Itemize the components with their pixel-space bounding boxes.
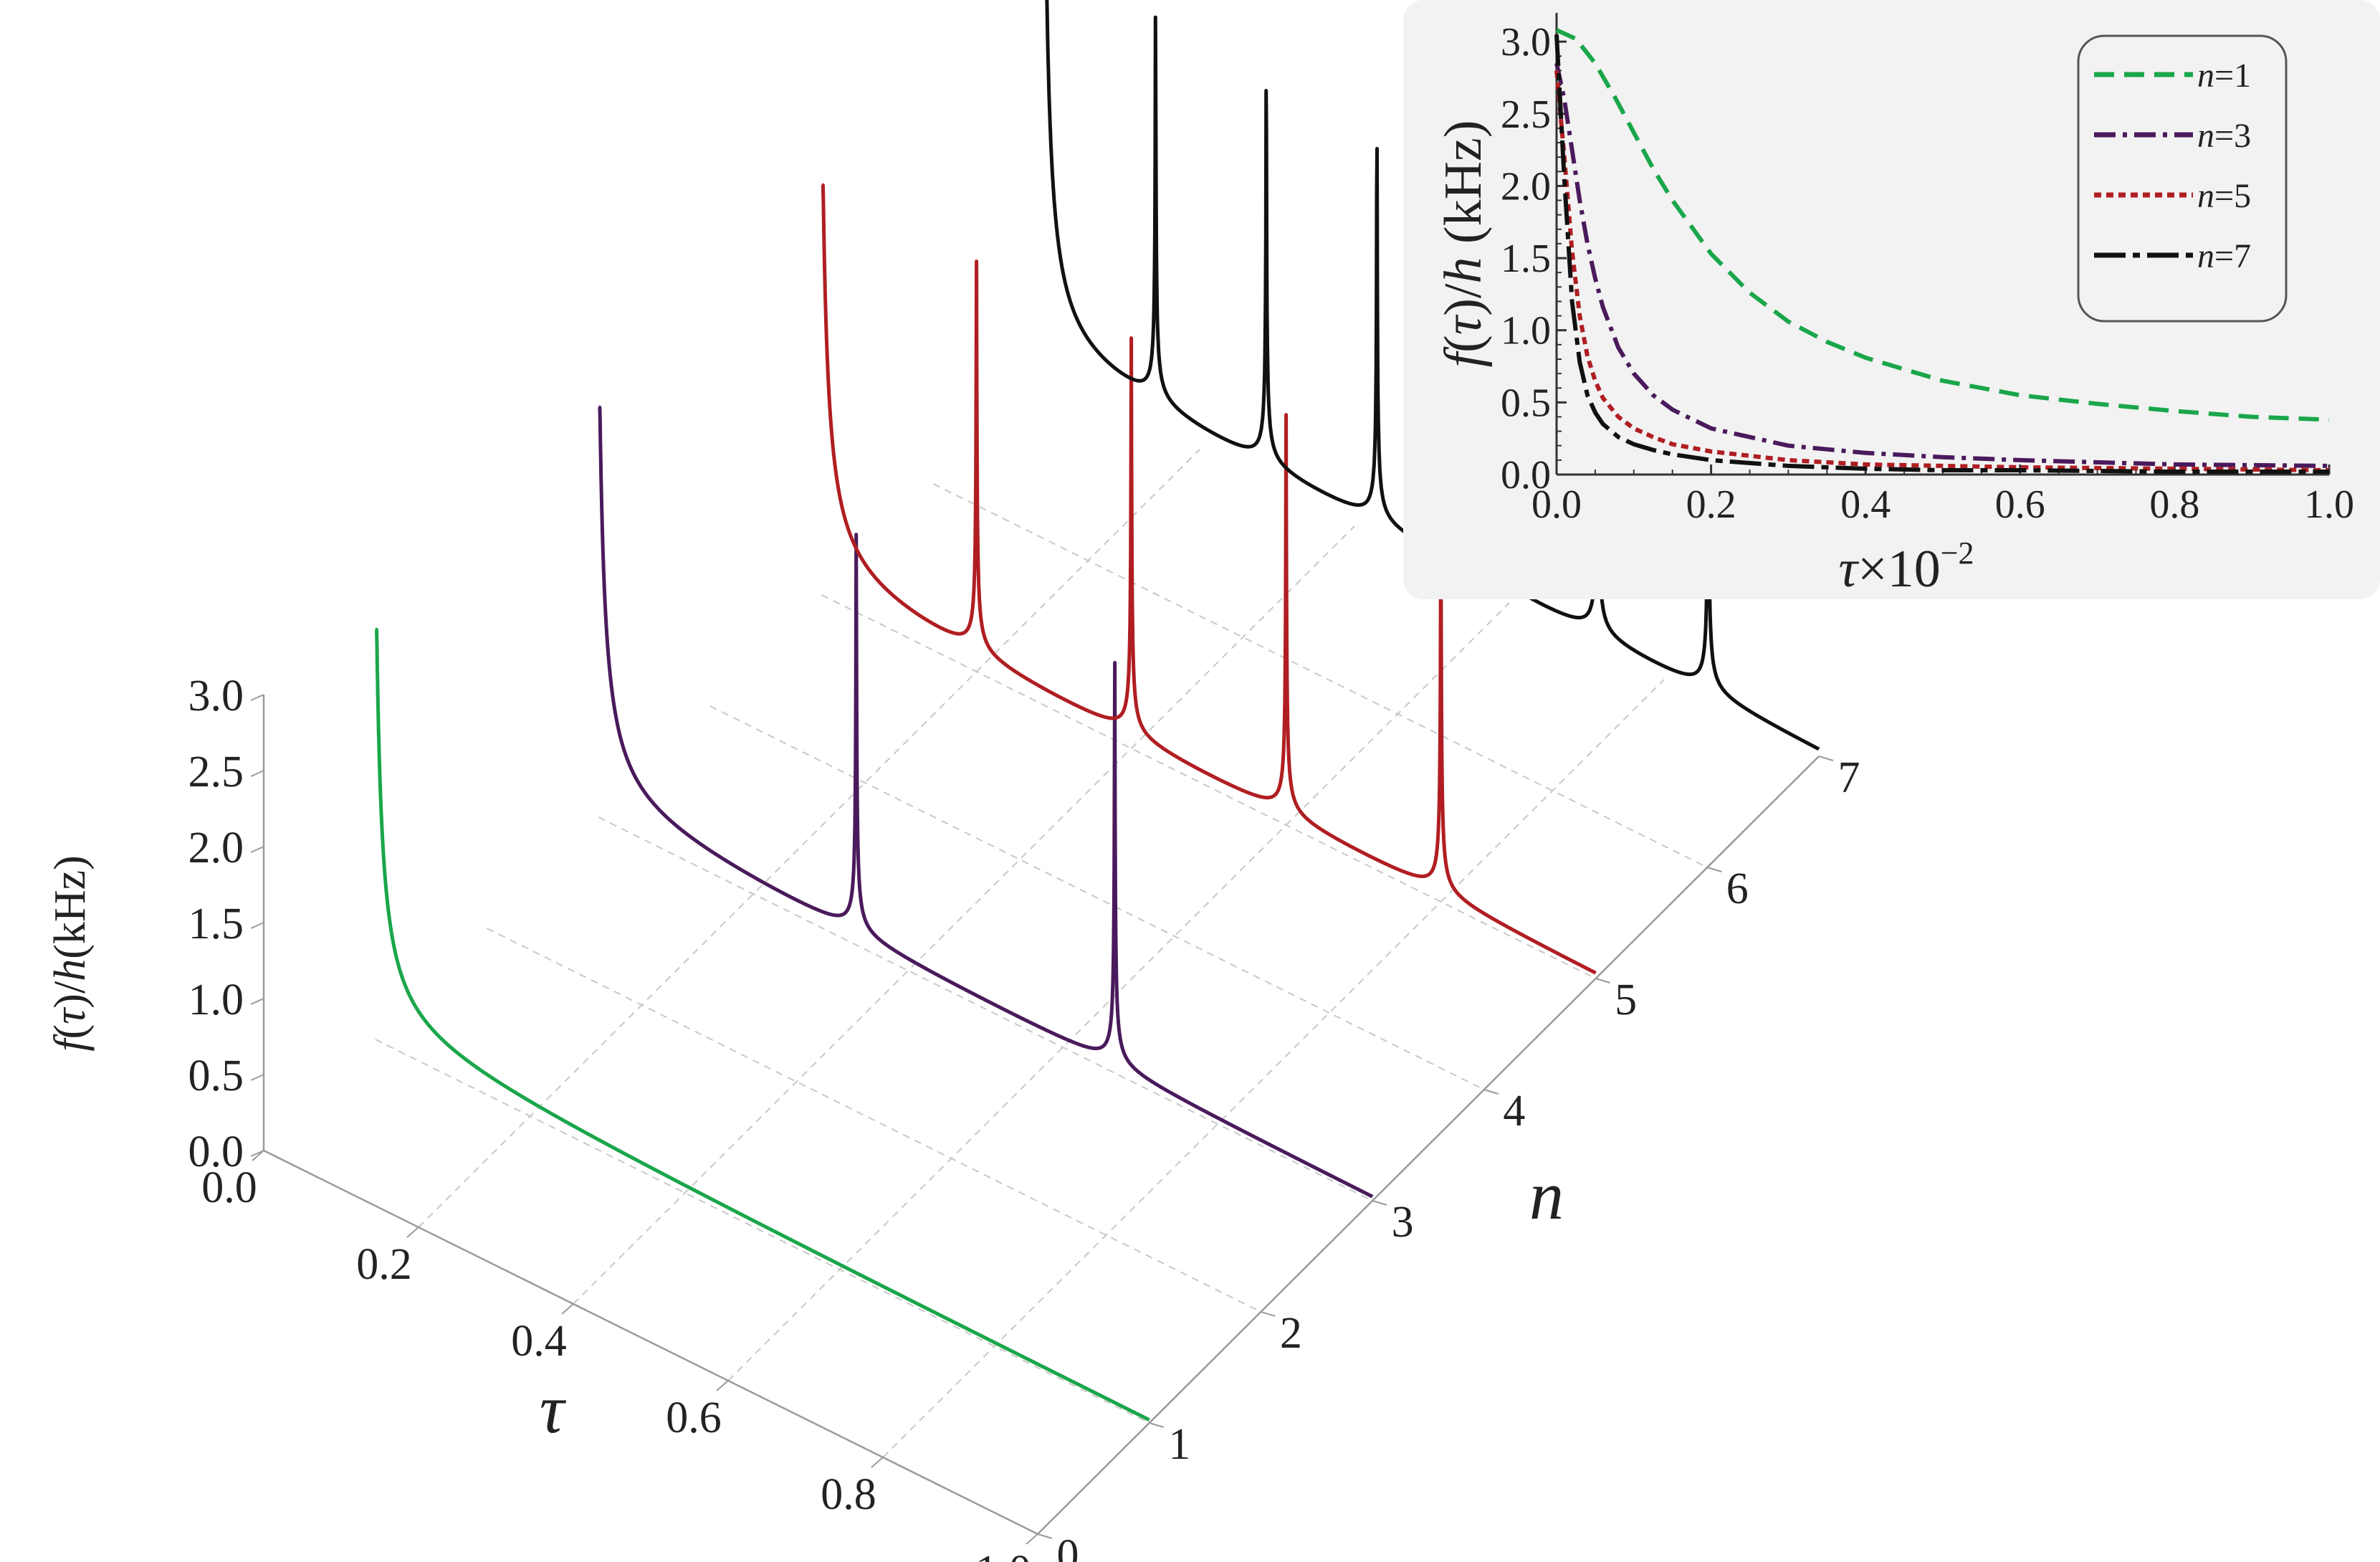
tau-tick-mark xyxy=(561,1303,574,1315)
z-tick-label: 2.5 xyxy=(188,748,244,796)
z-tick-mark xyxy=(250,998,264,1005)
axes-3d: 0.0 0.5 1.0 1.5 2.0 2.5 3.0 0.0 0.2 0.4 0.6 0.8 1.0 0… xyxy=(188,672,1860,1562)
n-tick-label: 5 xyxy=(1615,976,1637,1024)
tau-tick-mark xyxy=(1026,1533,1038,1545)
waterfall-plot: 0.0 0.5 1.0 1.5 2.0 2.5 3.0 0.0 0.2 0.4 0.6 0.8 1.0 0… xyxy=(46,0,1860,1562)
n-tick-label: 4 xyxy=(1503,1087,1525,1135)
grid-line-n xyxy=(932,483,1708,868)
inset-x-tick-label: 0.2 xyxy=(1686,482,1736,527)
inset-x-axis-title: τ×10−2 xyxy=(1838,535,1974,599)
legend-label-3: n=5 xyxy=(2197,177,2251,215)
n-tick-mark xyxy=(1261,1311,1276,1317)
inset-x-tick-label: 0.6 xyxy=(1995,482,2045,527)
n-tick-label: 1 xyxy=(1168,1420,1190,1469)
legend-label-1: n=1 xyxy=(2197,57,2251,95)
legend-label-2: n=3 xyxy=(2197,117,2251,155)
inset-y-tick-label: 3.0 xyxy=(1501,20,1551,65)
inset-series-line-3 xyxy=(1554,70,2330,472)
series-curve-n5 xyxy=(820,183,1597,975)
tau-tick-mark xyxy=(871,1457,884,1468)
inset-y-tick-label: 2.5 xyxy=(1501,92,1551,137)
n-tick-mark xyxy=(1149,1422,1164,1428)
grid-line-tau xyxy=(882,679,1665,1458)
n-tick-label: 6 xyxy=(1726,865,1749,913)
z-tick-label: 3.0 xyxy=(188,672,244,720)
z-tick-mark xyxy=(250,694,264,701)
z-tick-label: 0.5 xyxy=(188,1052,244,1100)
inset-plot: 0.00.51.01.52.02.53.00.0 0.2 0.4 0.6 0.8 1.0f… xyxy=(1403,0,2380,599)
grid-line-n xyxy=(375,1039,1150,1424)
inset-series-line-2 xyxy=(1554,62,2330,468)
z-tick-mark xyxy=(250,770,264,777)
n-axis-title: n xyxy=(1529,1157,1564,1234)
legend-box xyxy=(2077,34,2288,323)
n-tick-label: 2 xyxy=(1280,1309,1302,1358)
tau-tick-mark xyxy=(252,1150,264,1161)
tau-axis-title: τ xyxy=(540,1371,567,1447)
z-tick-mark xyxy=(250,846,264,853)
inset-series xyxy=(1554,28,2330,474)
tau-tick-mark xyxy=(716,1380,729,1391)
n-axis-line xyxy=(1037,756,1820,1535)
n-tick-mark xyxy=(1372,1200,1387,1206)
grid-line-n xyxy=(598,816,1373,1201)
grid-line-tau xyxy=(418,449,1200,1228)
grid-line-tau xyxy=(727,602,1510,1381)
legend-label-4: n=7 xyxy=(2197,237,2251,275)
n-tick-label: 7 xyxy=(1838,753,1860,802)
inset-y-tick-label: 2.0 xyxy=(1501,164,1551,209)
inset-y-tick-label: 1.0 xyxy=(1501,309,1551,353)
n-tick-label: 3 xyxy=(1392,1198,1414,1247)
n-tick-mark xyxy=(1483,1089,1499,1095)
n-tick-mark xyxy=(1037,1533,1053,1539)
n-tick-mark xyxy=(1707,867,1722,872)
inset-y-tick-label: 0.0 xyxy=(1501,453,1551,497)
tau-tick-label: 0.2 xyxy=(356,1240,412,1289)
z-axis-title: f(τ)/h(kHz) xyxy=(46,855,95,1052)
series-curve-n1 xyxy=(373,627,1151,1422)
tau-tick-label: 0.0 xyxy=(201,1163,257,1212)
z-tick-mark xyxy=(250,922,264,929)
inset-x-tick-label: 1.0 xyxy=(2304,482,2354,527)
grid-line-n xyxy=(709,705,1485,1090)
grid-line-n xyxy=(821,594,1597,979)
inset-y-tick-label: 1.5 xyxy=(1501,237,1551,281)
z-tick-label: 1.0 xyxy=(188,976,244,1024)
grid-line-n xyxy=(486,928,1261,1313)
tau-axis-line xyxy=(263,1149,1038,1535)
series-curve-n3 xyxy=(597,405,1375,1199)
inset-series-line-4 xyxy=(1554,34,2329,474)
tau-tick-label: 0.4 xyxy=(511,1317,567,1366)
z-tick-mark xyxy=(250,1074,264,1081)
inset-x-tick-label: 0.0 xyxy=(1531,482,1582,527)
n-tick-mark xyxy=(1595,978,1610,984)
z-tick-label: 1.5 xyxy=(188,900,244,948)
grid-line-tau xyxy=(573,525,1355,1305)
tau-tick-label: 0.6 xyxy=(666,1394,722,1442)
tau-tick-label: 1.0 xyxy=(975,1547,1031,1562)
n-tick-mark xyxy=(1818,756,1834,761)
inset-y-tick-label: 0.5 xyxy=(1501,381,1551,425)
tau-tick-label: 0.8 xyxy=(821,1470,876,1519)
inset-x-tick-label: 0.4 xyxy=(1840,482,1891,527)
inset-x-tick-label: 0.8 xyxy=(2149,482,2199,527)
z-tick-label: 0.0 xyxy=(188,1128,244,1176)
tau-tick-mark xyxy=(406,1227,419,1238)
n-tick-label: 0 xyxy=(1057,1531,1079,1562)
inset-y-axis-title: f(τ)/h (kHz) xyxy=(1434,120,1493,367)
inset-legend: n=1 n=3 n=5 n=7 xyxy=(2077,34,2288,323)
floor-grid xyxy=(375,449,1708,1458)
z-tick-label: 2.0 xyxy=(188,824,244,872)
